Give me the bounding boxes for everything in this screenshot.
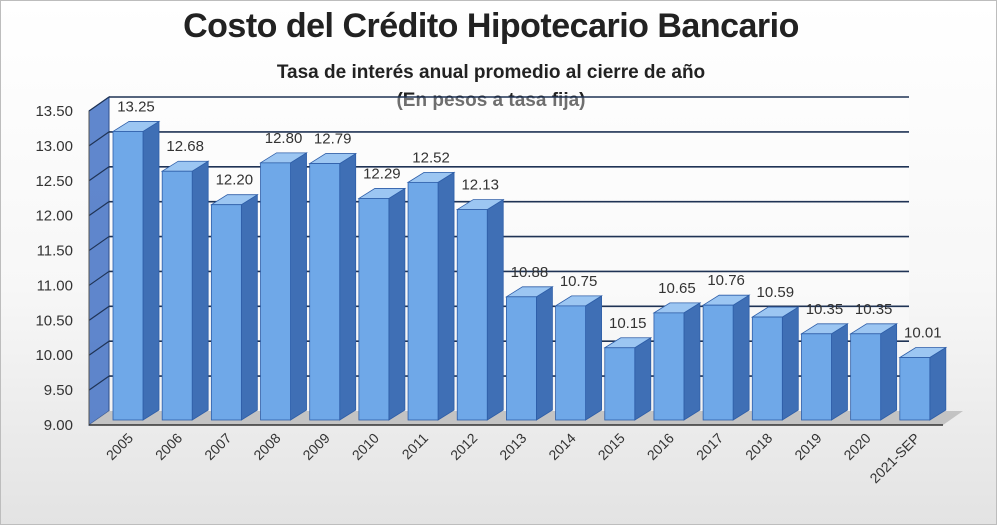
data-label: 10.15 [609, 315, 647, 332]
bar [604, 347, 636, 421]
x-tick-label: 2013 [496, 430, 529, 463]
side-wall [88, 96, 110, 426]
y-tick-label: 12.00 [35, 208, 73, 225]
bar [456, 209, 488, 421]
data-label: 10.76 [707, 272, 745, 289]
bar [112, 131, 144, 421]
gridline-side [88, 131, 110, 147]
data-label: 12.52 [412, 149, 450, 166]
y-tick-label: 11.00 [37, 277, 73, 294]
x-tick-label: 2019 [791, 430, 824, 463]
gridline-side [88, 236, 110, 252]
x-tick-label: 2005 [103, 430, 136, 463]
bar [801, 333, 832, 421]
bar-side [781, 306, 799, 421]
data-label: 10.35 [806, 301, 844, 318]
x-tick-label: 2015 [595, 430, 628, 463]
bar [702, 304, 734, 421]
bar [260, 162, 291, 421]
chart-subtitle: Tasa de interés anual promedio al cierre… [1, 59, 981, 115]
x-tick-label: 2008 [250, 430, 283, 463]
bar-side [831, 323, 848, 421]
bar [161, 170, 193, 421]
bar [899, 357, 931, 421]
y-tick-label: 9.00 [44, 417, 73, 434]
bar-side [880, 323, 898, 421]
x-tick-label: 2014 [545, 430, 578, 463]
gridline-side [88, 340, 110, 356]
chart-title: Costo del Crédito Hipotecario Bancario [183, 7, 799, 45]
bar [850, 333, 882, 421]
data-label: 12.29 [363, 165, 401, 182]
chart-subtitle-line-1: Tasa de interés anual promedio al cierre… [276, 62, 706, 83]
x-tick-label: 2021-SEP [866, 430, 922, 486]
data-label: 10.01 [904, 325, 942, 342]
x-tick-label: 2016 [644, 430, 677, 463]
bar [309, 163, 341, 421]
data-label: 12.13 [461, 177, 499, 194]
x-tick-label: 2020 [840, 430, 873, 463]
bar-side [240, 193, 258, 421]
gridline-side [88, 201, 110, 217]
x-tick-label: 2009 [299, 430, 332, 463]
bar-side [732, 294, 750, 421]
y-tick-label: 12.50 [35, 173, 73, 190]
bar [210, 204, 242, 421]
chart-subtitle-line-2: (En pesos a tasa fija) [396, 90, 586, 111]
bar-side [339, 152, 357, 421]
data-label: 10.88 [511, 264, 549, 281]
bar-side [683, 302, 701, 421]
bar [358, 198, 390, 421]
bar-side [634, 337, 652, 421]
bar-side [191, 160, 209, 421]
x-tick-label: 2018 [742, 430, 775, 463]
gridline-side [88, 96, 110, 112]
gridline-side [88, 375, 110, 391]
bar-side [437, 171, 455, 421]
bar-side [290, 152, 307, 421]
bar-side [388, 187, 406, 421]
bar [555, 305, 586, 421]
data-label: 10.59 [757, 284, 795, 301]
x-tick-label: 2010 [349, 430, 382, 463]
data-label: 12.80 [265, 130, 303, 147]
bar-side [929, 346, 947, 421]
y-tick-label: 11.50 [37, 243, 73, 260]
bar-side [585, 295, 602, 421]
bar [653, 312, 685, 421]
gridline-side [88, 305, 110, 321]
x-tick-label: 2006 [152, 430, 185, 463]
data-label: 10.65 [658, 280, 696, 297]
y-tick-label: 13.00 [35, 138, 73, 155]
bar [407, 181, 439, 421]
x-tick-label: 2017 [693, 430, 726, 463]
gridline-side [88, 270, 110, 286]
y-tick-label: 13.50 [35, 103, 73, 120]
bar-side [536, 286, 553, 421]
y-tick-label: 9.50 [44, 382, 73, 399]
gridline-side [88, 166, 110, 182]
x-tick-label: 2007 [201, 430, 234, 463]
data-label: 12.79 [314, 131, 352, 148]
y-tick-label: 10.50 [35, 312, 73, 329]
data-label: 12.68 [166, 138, 204, 155]
y-tick-label: 10.00 [35, 347, 73, 364]
data-label: 13.25 [117, 98, 155, 115]
bar-side [486, 198, 504, 421]
x-tick-label: 2012 [447, 430, 480, 463]
data-label: 12.20 [216, 172, 254, 189]
x-tick-label: 2011 [399, 430, 432, 463]
data-label: 10.35 [855, 301, 893, 318]
data-label: 10.75 [560, 273, 598, 290]
bar [751, 316, 783, 421]
bar-side [142, 120, 160, 421]
bar [506, 296, 537, 421]
